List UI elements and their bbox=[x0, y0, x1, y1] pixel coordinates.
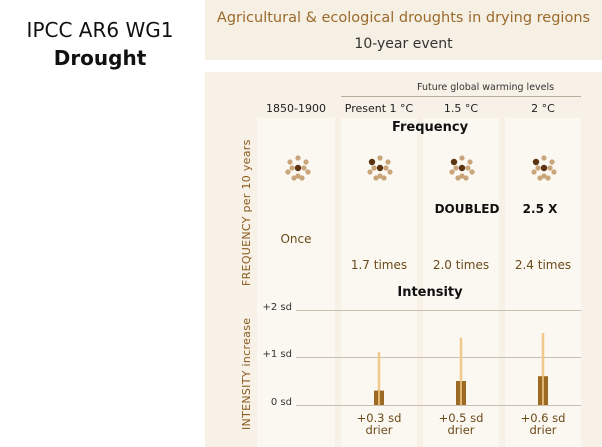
frequency-value-1-5: 2.0 times bbox=[432, 258, 490, 272]
event-dot-dark bbox=[458, 164, 466, 172]
event-dot-dark bbox=[540, 164, 548, 172]
event-dot-light bbox=[303, 159, 309, 165]
frequency-title: Frequency bbox=[391, 120, 469, 135]
drier-value-present: +0.3 sd drier bbox=[341, 412, 417, 436]
org-title: IPCC AR6 WG1 bbox=[26, 18, 174, 42]
dot-cluster-1850 bbox=[285, 155, 311, 181]
dots-2 bbox=[531, 155, 557, 181]
event-dot-light bbox=[289, 165, 295, 171]
event-dot-dark bbox=[368, 158, 376, 166]
event-dot-light bbox=[541, 173, 547, 179]
event-dot-light bbox=[299, 175, 305, 181]
column-header-1850: 1850-1900 bbox=[266, 102, 326, 115]
event-dot-light bbox=[549, 159, 555, 165]
dots-1850 bbox=[285, 155, 311, 181]
drier-1-5-line2: drier bbox=[447, 423, 475, 437]
event-dot-light bbox=[387, 169, 393, 175]
dot-cluster-present bbox=[367, 155, 393, 181]
column-bg-1850 bbox=[257, 118, 335, 447]
dot-cluster-1-5 bbox=[449, 155, 475, 181]
title-banner bbox=[205, 0, 602, 60]
event-dot-light bbox=[469, 169, 475, 175]
event-dot-light bbox=[455, 175, 461, 181]
event-dot-light bbox=[371, 165, 377, 171]
event-dot-light bbox=[383, 165, 389, 171]
event-dot-light bbox=[287, 159, 293, 165]
future-header-underline bbox=[341, 96, 581, 97]
event-dot-light bbox=[385, 159, 391, 165]
drier-2-line1: +0.6 sd bbox=[520, 411, 566, 425]
drier-1-5-line1: +0.5 sd bbox=[438, 411, 484, 425]
event-dot-dark bbox=[450, 158, 458, 166]
event-dot-light bbox=[459, 155, 465, 161]
event-dot-light bbox=[295, 155, 301, 161]
event-dot-light bbox=[545, 175, 551, 181]
dot-cluster-2 bbox=[531, 155, 557, 181]
event-dot-light bbox=[291, 175, 297, 181]
topic-title: Drought bbox=[53, 46, 147, 70]
gridline-2sd bbox=[296, 310, 581, 311]
dots-present bbox=[367, 155, 393, 181]
event-dot-light bbox=[467, 159, 473, 165]
sd-tick-1: +1 sd bbox=[262, 349, 292, 360]
event-dot-light bbox=[465, 165, 471, 171]
event-dot-dark bbox=[376, 164, 384, 172]
event-dot-light bbox=[305, 169, 311, 175]
column-header-1-5: 1.5 °C bbox=[443, 102, 479, 115]
event-dot-light bbox=[531, 169, 537, 175]
event-dot-light bbox=[377, 173, 383, 179]
intensity-title: Intensity bbox=[397, 285, 463, 300]
event-dot-light bbox=[373, 175, 379, 181]
future-warming-header: Future global warming levels bbox=[417, 82, 555, 93]
drier-2-line2: drier bbox=[529, 423, 557, 437]
frequency-value-1850: Once bbox=[280, 232, 312, 246]
event-dot-light bbox=[453, 165, 459, 171]
event-dot-light bbox=[295, 173, 301, 179]
column-header-2: 2 °C bbox=[531, 102, 555, 115]
event-dot-light bbox=[541, 155, 547, 161]
event-dot-light bbox=[377, 155, 383, 161]
doubled-callout: DOUBLED bbox=[434, 202, 500, 216]
event-dot-dark bbox=[294, 164, 302, 172]
drier-present-line2: drier bbox=[365, 423, 393, 437]
event-dot-light bbox=[463, 175, 469, 181]
sd-tick-2: +2 sd bbox=[262, 302, 292, 313]
frequency-value-2: 2.4 times bbox=[514, 258, 572, 272]
event-dot-light bbox=[449, 169, 455, 175]
gridline-1sd bbox=[296, 357, 581, 358]
dots-1-5 bbox=[449, 155, 475, 181]
event-dot-light bbox=[301, 165, 307, 171]
chart-subtitle: 10-year event bbox=[354, 36, 453, 52]
column-header-present: Present 1 °C bbox=[344, 102, 414, 115]
event-dot-light bbox=[381, 175, 387, 181]
gridline-0sd bbox=[296, 405, 581, 406]
drier-present-line1: +0.3 sd bbox=[356, 411, 402, 425]
event-dot-light bbox=[547, 165, 553, 171]
event-dot-light bbox=[285, 169, 291, 175]
event-dot-light bbox=[535, 165, 541, 171]
event-dot-dark bbox=[532, 158, 540, 166]
chart-title: Agricultural & ecological droughts in dr… bbox=[216, 10, 591, 26]
drier-value-1-5: +0.5 sd drier bbox=[423, 412, 499, 436]
event-dot-light bbox=[537, 175, 543, 181]
event-dot-light bbox=[367, 169, 373, 175]
sd-tick-0: 0 sd bbox=[270, 397, 292, 408]
left-title-block: IPCC AR6 WG1 Drought bbox=[10, 16, 190, 72]
event-dot-light bbox=[459, 173, 465, 179]
event-dot-light bbox=[551, 169, 557, 175]
times-2-5-callout: 2.5 X bbox=[522, 202, 558, 216]
frequency-value-present: 1.7 times bbox=[350, 258, 408, 272]
drier-value-2: +0.6 sd drier bbox=[505, 412, 581, 436]
